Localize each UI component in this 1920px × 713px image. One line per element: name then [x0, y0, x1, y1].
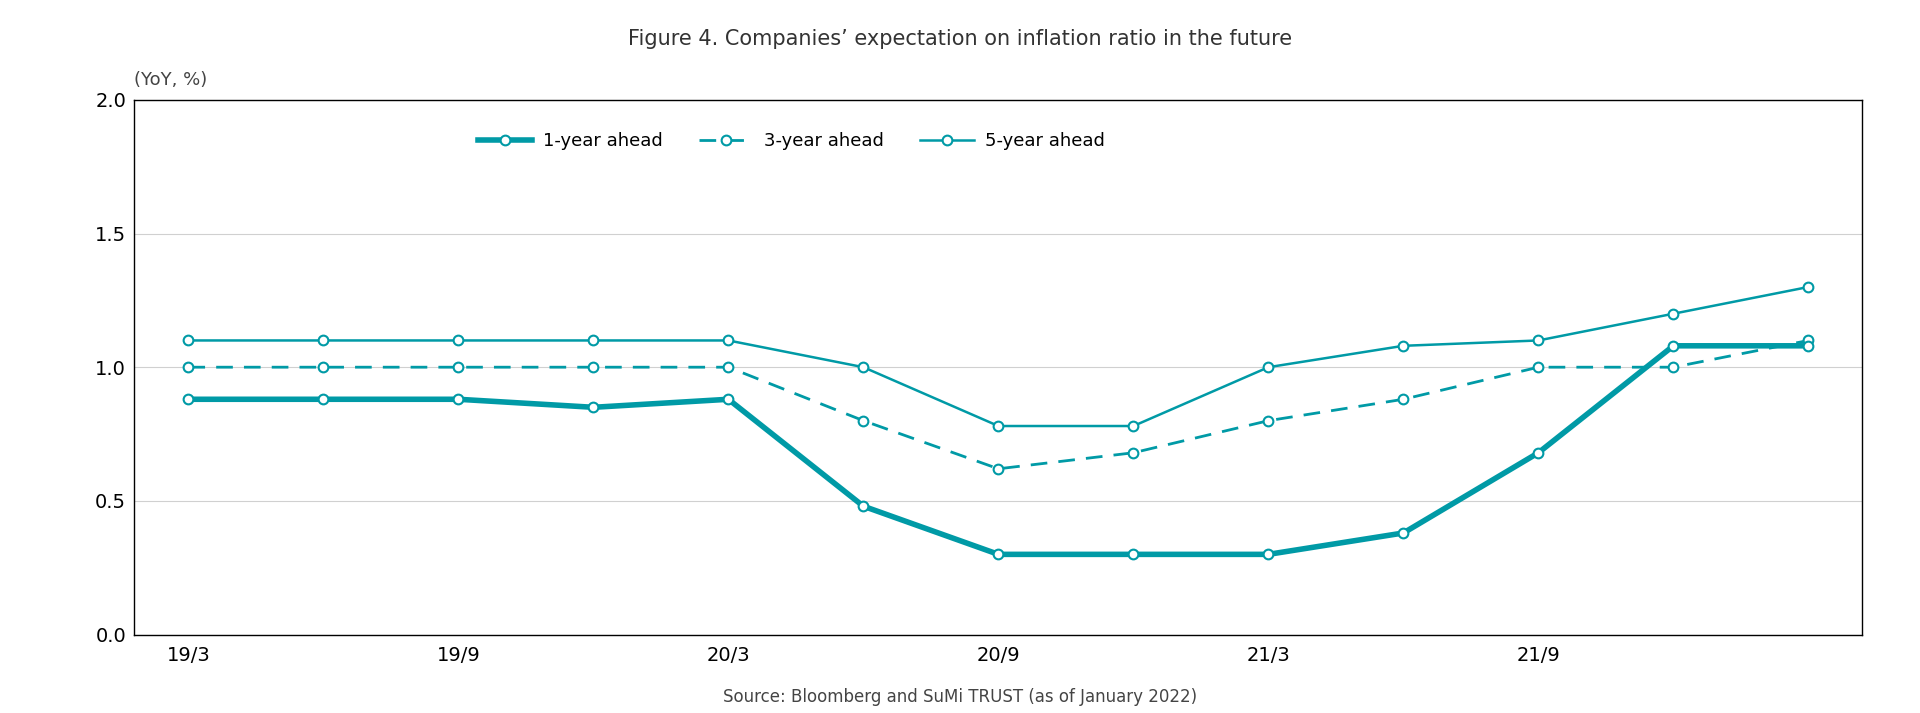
- 5-year ahead: [716, 337, 739, 345]
- Line: 3-year ahead: 3-year ahead: [184, 336, 1812, 473]
- 5-year ahead: [1663, 309, 1686, 318]
- 3-year ahead: [987, 465, 1010, 473]
- 3-year ahead: [852, 416, 876, 425]
- 1-year ahead: [311, 395, 334, 404]
- Text: Figure 4. Companies’ expectation on inflation ratio in the future: Figure 4. Companies’ expectation on infl…: [628, 29, 1292, 48]
- 3-year ahead: [716, 363, 739, 371]
- 3-year ahead: [447, 363, 470, 371]
- 5-year ahead: [852, 363, 876, 371]
- 5-year ahead: [987, 421, 1010, 430]
- 5-year ahead: [447, 337, 470, 345]
- Legend: 1-year ahead, 3-year ahead, 5-year ahead: 1-year ahead, 3-year ahead, 5-year ahead: [470, 125, 1112, 158]
- 1-year ahead: [1663, 342, 1686, 350]
- 3-year ahead: [582, 363, 605, 371]
- 1-year ahead: [1392, 529, 1415, 538]
- 5-year ahead: [1392, 342, 1415, 350]
- 1-year ahead: [1121, 550, 1144, 559]
- 3-year ahead: [1663, 363, 1686, 371]
- 3-year ahead: [1258, 416, 1281, 425]
- 1-year ahead: [582, 403, 605, 411]
- 5-year ahead: [311, 337, 334, 345]
- 5-year ahead: [1258, 363, 1281, 371]
- 1-year ahead: [852, 502, 876, 511]
- 1-year ahead: [447, 395, 470, 404]
- 1-year ahead: [1526, 448, 1549, 457]
- 3-year ahead: [1526, 363, 1549, 371]
- 3-year ahead: [1797, 337, 1820, 345]
- 3-year ahead: [1392, 395, 1415, 404]
- 3-year ahead: [1121, 448, 1144, 457]
- 1-year ahead: [177, 395, 200, 404]
- Line: 1-year ahead: 1-year ahead: [184, 341, 1812, 559]
- 5-year ahead: [1797, 282, 1820, 291]
- Text: (YoY, %): (YoY, %): [134, 71, 207, 89]
- Text: Source: Bloomberg and SuMi TRUST (as of January 2022): Source: Bloomberg and SuMi TRUST (as of …: [724, 688, 1196, 706]
- 1-year ahead: [1258, 550, 1281, 559]
- Line: 5-year ahead: 5-year ahead: [184, 282, 1812, 431]
- 5-year ahead: [582, 337, 605, 345]
- 1-year ahead: [716, 395, 739, 404]
- 1-year ahead: [1797, 342, 1820, 350]
- 5-year ahead: [1526, 337, 1549, 345]
- 1-year ahead: [987, 550, 1010, 559]
- 5-year ahead: [1121, 421, 1144, 430]
- 5-year ahead: [177, 337, 200, 345]
- 3-year ahead: [177, 363, 200, 371]
- 3-year ahead: [311, 363, 334, 371]
